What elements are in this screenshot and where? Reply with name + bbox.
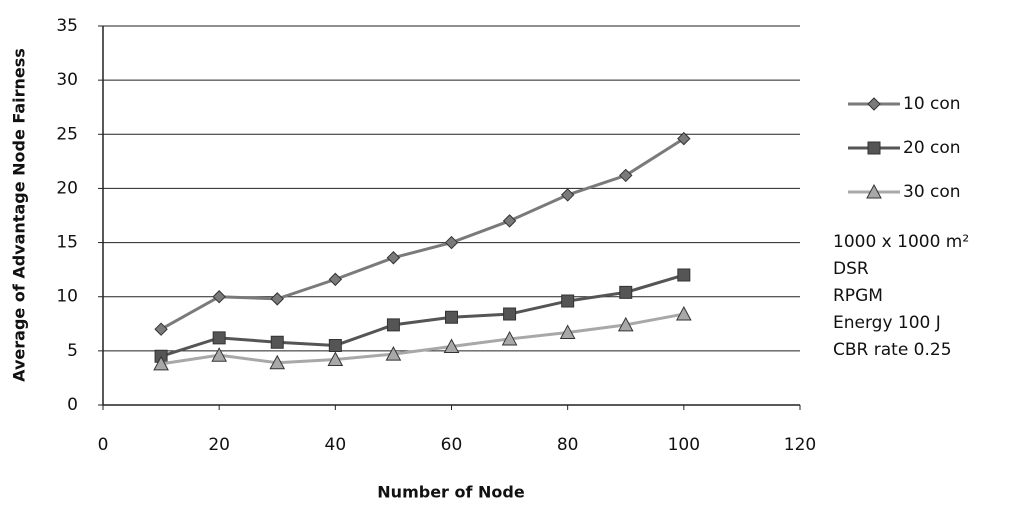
marker <box>269 354 286 370</box>
marker <box>619 285 633 299</box>
x-tick-label: 20 <box>208 435 230 455</box>
annotation: CBR rate 0.25 <box>833 340 952 360</box>
marker <box>559 324 576 339</box>
marker <box>385 346 402 361</box>
marker <box>445 310 458 324</box>
marker <box>386 318 400 332</box>
marker <box>328 338 342 352</box>
annotation: DSR <box>833 259 869 279</box>
marker <box>675 305 692 321</box>
x-tick-label: 40 <box>325 435 347 455</box>
marker <box>327 351 344 367</box>
legend-label: 30 con <box>903 182 961 202</box>
marker <box>503 307 517 321</box>
annotation: RPGM <box>833 286 883 306</box>
marker <box>677 131 691 146</box>
marker <box>561 294 575 308</box>
marker <box>212 331 226 345</box>
legend-label: 10 con <box>903 94 961 114</box>
marker <box>270 335 284 349</box>
x-tick-label: 100 <box>668 435 700 455</box>
x-tick-label: 0 <box>98 435 109 455</box>
marker <box>502 214 517 228</box>
x-tick-label: 60 <box>441 435 463 455</box>
marker <box>211 347 228 362</box>
marker <box>867 141 881 155</box>
y-tick-label: 5 <box>67 341 78 361</box>
marker <box>560 188 575 202</box>
series-line <box>160 137 685 331</box>
y-tick-label: 35 <box>56 16 78 36</box>
marker <box>619 168 633 183</box>
marker <box>386 251 401 265</box>
y-tick-label: 0 <box>67 395 78 415</box>
y-tick-label: 10 <box>56 287 78 307</box>
annotation: 1000 x 1000 m² <box>833 232 969 252</box>
x-tick-label: 80 <box>557 435 579 455</box>
marker <box>866 183 882 199</box>
marker <box>677 268 691 282</box>
marker <box>212 290 226 304</box>
marker <box>867 97 881 111</box>
y-tick-label: 20 <box>56 178 78 198</box>
series-line <box>160 312 685 366</box>
marker <box>443 338 460 354</box>
marker <box>501 330 518 346</box>
legend-label: 20 con <box>903 138 961 158</box>
marker <box>444 235 459 250</box>
marker <box>270 292 284 306</box>
marker <box>153 355 169 371</box>
marker <box>154 322 168 336</box>
x-tick-label: 120 <box>784 435 816 455</box>
y-tick-label: 15 <box>56 233 78 253</box>
y-tick-label: 30 <box>56 70 78 90</box>
y-axis-label: Average of Advantage Node Fairness <box>10 48 29 382</box>
marker <box>617 316 634 332</box>
y-tick-label: 25 <box>56 124 78 144</box>
series-line <box>160 273 685 358</box>
annotation: Energy 100 J <box>833 313 941 333</box>
marker <box>328 272 343 287</box>
x-axis-label: Number of Node <box>377 483 525 502</box>
